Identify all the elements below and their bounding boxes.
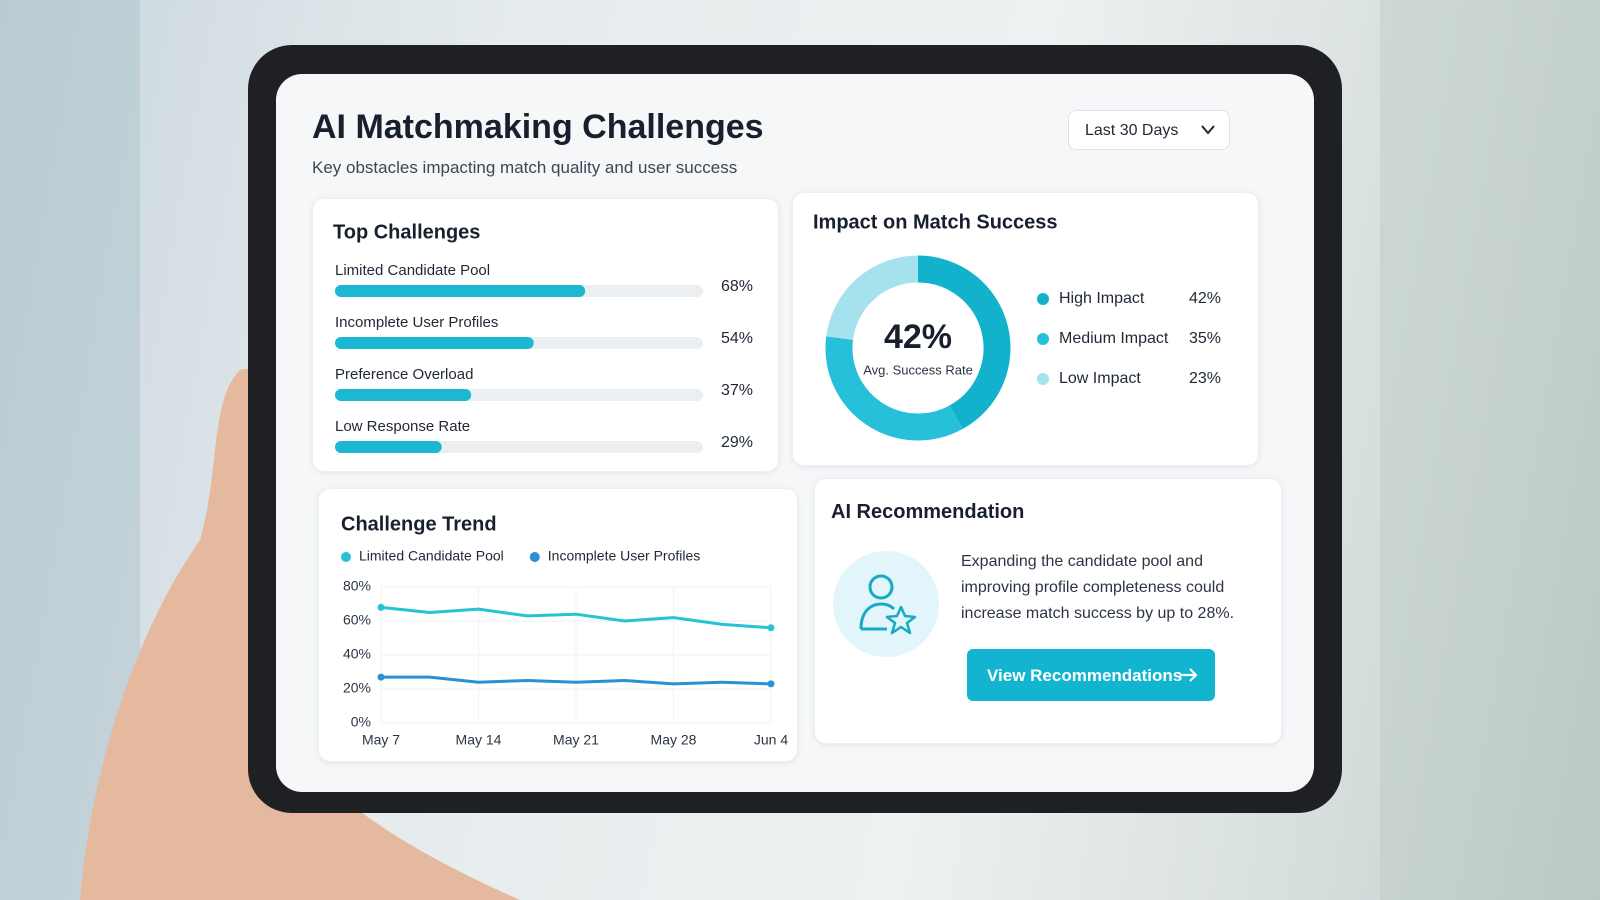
- y-tick-label: 60%: [343, 612, 371, 628]
- top-challenges-card: Top Challenges Limited Candidate Pool 68%…: [312, 198, 779, 472]
- trend-card: Challenge Trend 0% 20% 40% 60% 80% May 7 May 1…: [318, 488, 798, 762]
- x-tick-label: May 14: [456, 732, 502, 748]
- window-blur: [1380, 0, 1600, 900]
- value-label: 29%: [721, 434, 753, 451]
- x-tick-label: May 28: [651, 732, 697, 748]
- recommendation-card: AI Recommendation Expanding the candidat…: [814, 478, 1282, 744]
- legend-label: Low Impact: [1059, 370, 1141, 387]
- value-label: 54%: [721, 330, 753, 347]
- arrow-icon: [1180, 668, 1198, 682]
- bar-label: Low Response Rate: [335, 418, 470, 435]
- page-title: AI Matchmaking Challenges: [312, 108, 764, 146]
- y-tick-label: 80%: [343, 578, 371, 594]
- legend-label: Limited Candidate Pool: [359, 548, 504, 564]
- x-tick-label: May 7: [362, 732, 400, 748]
- x-tick-label: Jun 4: [754, 732, 788, 748]
- series-line: [381, 675, 772, 686]
- dropdown-label: Last 30 Days: [1085, 122, 1179, 139]
- button-label: View Recommendations: [987, 666, 1183, 685]
- recommendation-icon: [833, 551, 939, 657]
- legend-dot: [529, 552, 540, 562]
- chevron-icon: [1201, 125, 1215, 135]
- line-chart: Challenge Trend 0% 20% 40% 60% 80% May 7 May 1…: [341, 513, 788, 748]
- bar-label: Limited Candidate Pool: [335, 262, 490, 279]
- value-label: 35%: [1189, 330, 1221, 347]
- impact-card: Impact on Match Success 42% Avg. Success…: [792, 192, 1259, 466]
- card-title: Top Challenges: [333, 221, 480, 243]
- legend-dot: [1037, 373, 1049, 385]
- center-value: 42%: [884, 318, 952, 356]
- series-line: [380, 605, 772, 630]
- legend-label: High Impact: [1059, 290, 1145, 307]
- legend-dot: [1037, 333, 1049, 345]
- date-range-dropdown[interactable]: Last 30 Days: [1068, 110, 1230, 150]
- y-tick-label: 20%: [343, 680, 371, 696]
- legend-dot: [341, 552, 351, 562]
- bar: [335, 285, 586, 297]
- end-point: [767, 680, 775, 688]
- donut-segment: [825, 336, 963, 441]
- legend-dot: [1037, 293, 1049, 305]
- bar-label: Incomplete User Profiles: [335, 314, 498, 331]
- center-label: Avg. Success Rate: [863, 362, 973, 377]
- donut-chart: Impact on Match Success 42% Avg. Success…: [813, 211, 1221, 441]
- bar-label: Preference Overload: [335, 366, 473, 383]
- view-recommendations-button[interactable]: View Recommendations: [967, 649, 1215, 701]
- page-subtitle: Key obstacles impacting match quality an…: [312, 158, 738, 177]
- bar: [335, 337, 534, 349]
- end-point: [767, 624, 775, 632]
- x-tick-label: May 21: [553, 732, 599, 748]
- donut-segment: [826, 255, 919, 341]
- dashboard: AI Matchmaking Challenges Key obstacles …: [276, 74, 1314, 792]
- legend-label: Medium Impact: [1059, 330, 1169, 347]
- bar-chart: Top Challenges Limited Candidate Pool 68%…: [333, 221, 753, 453]
- card-title: Impact on Match Success: [813, 211, 1058, 233]
- value-label: 68%: [721, 278, 753, 295]
- card-title: Challenge Trend: [341, 513, 497, 535]
- end-point: [377, 603, 385, 611]
- recommendation-text: Expanding the candidate pool and improvi…: [961, 553, 1235, 622]
- card-title: AI Recommendation: [831, 501, 1025, 523]
- y-tick-label: 0%: [351, 714, 371, 730]
- bar: [335, 389, 472, 401]
- value-label: 42%: [1189, 290, 1221, 307]
- end-point: [377, 673, 385, 681]
- value-label: 37%: [721, 382, 753, 399]
- y-tick-label: 40%: [343, 646, 371, 662]
- legend-label: Incomplete User Profiles: [548, 548, 701, 564]
- value-label: 23%: [1189, 370, 1221, 387]
- donut-segment: [917, 255, 1011, 430]
- hand: [80, 368, 520, 900]
- bar: [335, 441, 442, 453]
